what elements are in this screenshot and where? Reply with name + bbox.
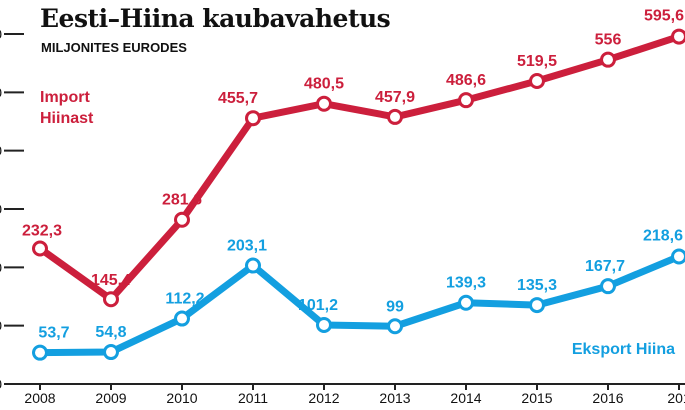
data-label: 486,6	[446, 72, 486, 89]
x-tick-label: 2014	[450, 390, 481, 406]
data-point	[387, 318, 403, 335]
y-tick-label: 00	[0, 143, 2, 159]
series-names: Import Hiinast Eksport Hiina	[40, 89, 675, 358]
data-label: 218,6	[643, 227, 683, 244]
data-label: 595,6	[644, 8, 684, 25]
chart-subtitle: MILJONITES EURODES	[41, 40, 187, 55]
data-point	[671, 248, 685, 265]
data-label: 54,8	[95, 324, 126, 341]
x-tick-label: 2012	[308, 390, 339, 406]
y-tick-label: 00	[0, 259, 2, 275]
data-label: 139,3	[446, 275, 486, 292]
x-tick-label: 2013	[379, 390, 410, 406]
data-point	[245, 257, 261, 274]
y-tick-label: 00	[0, 84, 2, 100]
data-label: 457,9	[375, 89, 415, 106]
data-point	[458, 294, 474, 311]
data-point	[174, 310, 190, 327]
data-point	[600, 278, 616, 295]
data-point	[103, 344, 119, 361]
y-tick-label: 00	[0, 318, 2, 334]
data-point	[32, 240, 48, 257]
data-label: 203,1	[227, 238, 267, 255]
data-label: 556	[595, 32, 622, 49]
data-label: 480,5	[304, 76, 344, 93]
data-label: 53,7	[38, 325, 69, 342]
series-lines	[32, 28, 685, 361]
data-label: 281,6	[162, 192, 202, 209]
data-point	[316, 95, 332, 112]
data-point	[529, 297, 545, 314]
data-label: 167,7	[585, 258, 625, 275]
series-line	[36, 252, 683, 357]
data-label: 99	[386, 298, 404, 315]
y-tick-label: 00	[0, 201, 2, 217]
data-label: 101,2	[298, 297, 338, 314]
x-tick-label: 2011	[238, 390, 268, 406]
data-point	[671, 28, 685, 45]
data-point	[174, 211, 190, 228]
x-tick-label: 2016	[592, 390, 623, 406]
data-point	[529, 72, 545, 89]
x-tick-label: 2008	[24, 390, 55, 406]
chart-title: Eesti–Hiina kaubavahetus	[40, 4, 391, 33]
data-point	[600, 51, 616, 68]
data-point	[32, 344, 48, 361]
data-point	[387, 108, 403, 125]
data-point	[245, 110, 261, 127]
x-tick-label: 201	[667, 390, 685, 406]
series-name-label: Import	[40, 89, 90, 106]
y-tick-label: 0	[0, 376, 2, 392]
series-name-label: Eksport Hiina	[572, 341, 675, 358]
axes: 0000000000000200820092010201120122013201…	[0, 26, 685, 406]
series-line	[36, 33, 683, 303]
x-tick-label: 2015	[521, 390, 552, 406]
data-label: 135,3	[517, 277, 557, 294]
data-label: 112,2	[165, 291, 204, 308]
data-labels: 232,3 145,4 281,6 455,7 480,5 457,9 486,6 519,5…	[22, 8, 684, 342]
x-tick-label: 2010	[166, 390, 197, 406]
x-tick-label: 2009	[95, 390, 126, 406]
data-point	[316, 316, 332, 333]
data-label: 455,7	[218, 90, 258, 107]
data-point	[103, 291, 119, 308]
data-label: 145,4	[91, 272, 131, 289]
data-label: 232,3	[22, 222, 62, 239]
series-name-label: Hiinast	[40, 110, 94, 127]
data-label: 519,5	[517, 53, 557, 70]
y-tick-label: 00	[0, 26, 2, 42]
data-point	[458, 92, 474, 109]
